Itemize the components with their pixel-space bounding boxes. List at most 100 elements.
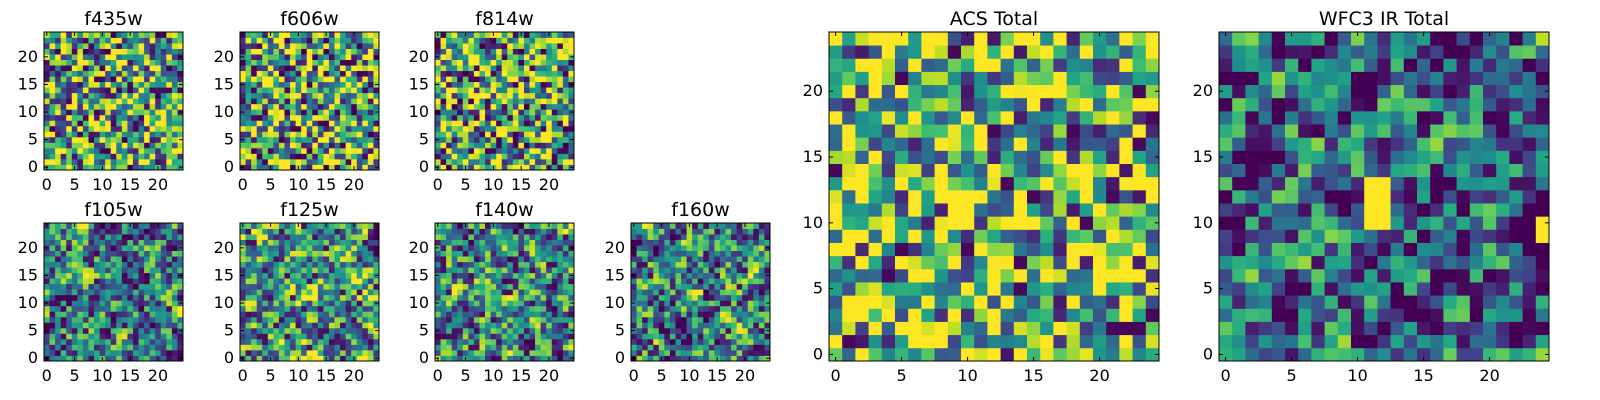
heatmap-cell — [362, 109, 369, 116]
heatmap-cell — [703, 261, 710, 268]
heatmap-cell — [328, 76, 335, 83]
heatmap-cell — [166, 142, 173, 149]
heatmap-cell — [49, 43, 56, 49]
heatmap-cell — [719, 234, 726, 240]
heatmap-cell — [446, 311, 453, 318]
heatmap-cell — [512, 109, 519, 116]
heatmap-cell — [568, 305, 575, 312]
heatmap-cell — [647, 322, 654, 329]
heatmap-cell — [77, 48, 84, 55]
heatmap-cell — [323, 158, 330, 165]
heatmap-cell — [245, 103, 252, 110]
heatmap-cell — [171, 355, 178, 362]
heatmap-cell — [110, 54, 117, 60]
heatmap-cell — [1106, 216, 1120, 230]
heatmap-cell — [144, 261, 151, 268]
heatmap-cell — [149, 37, 156, 44]
heatmap-cell — [490, 81, 497, 88]
heatmap-cell — [501, 125, 508, 132]
heatmap-cell — [121, 103, 128, 110]
heatmap-cell — [961, 282, 975, 296]
heatmap-cell — [468, 250, 475, 257]
heatmap-cell — [631, 256, 637, 263]
heatmap-cell — [127, 114, 134, 121]
heatmap-cell — [77, 338, 84, 345]
heatmap-cell — [171, 103, 178, 110]
heatmap-cell — [77, 256, 84, 263]
heatmap-cell — [562, 338, 569, 345]
heatmap-cell — [658, 267, 665, 274]
heatmap-cell — [373, 305, 380, 312]
heatmap-cell — [529, 338, 536, 345]
heatmap-cell — [284, 256, 291, 263]
heatmap-cell — [149, 294, 156, 301]
heatmap-cell — [94, 250, 100, 257]
heatmap-cell — [1027, 334, 1041, 349]
x-tick-label: 5 — [265, 175, 275, 194]
heatmap-cell — [328, 103, 335, 110]
heatmap-cell — [267, 245, 274, 251]
heatmap-cell — [540, 344, 547, 351]
heatmap-cell — [44, 48, 50, 55]
heatmap-cell — [496, 114, 503, 121]
heatmap-cell — [692, 338, 699, 345]
heatmap-cell — [934, 295, 949, 309]
heatmap-cell — [753, 333, 760, 340]
heatmap-cell — [658, 316, 665, 323]
heatmap-cell — [540, 98, 547, 105]
heatmap-cell — [245, 305, 252, 312]
heatmap-cell — [132, 228, 139, 235]
heatmap-cell — [496, 289, 503, 296]
heatmap-cell — [557, 70, 564, 77]
heatmap-cell — [562, 349, 569, 356]
heatmap-cell — [49, 333, 56, 340]
heatmap-cell — [301, 256, 308, 263]
heatmap-cell — [149, 131, 156, 138]
heatmap-cell — [278, 120, 285, 127]
heatmap-cell — [703, 239, 710, 246]
heatmap-cell — [490, 228, 497, 235]
heatmap-cell — [367, 333, 374, 340]
heatmap-cell — [934, 255, 949, 270]
x-tick-label: 20 — [148, 175, 168, 194]
heatmap-cell — [725, 333, 732, 340]
heatmap-cell — [881, 176, 896, 191]
heatmap-cell — [278, 333, 285, 340]
heatmap-cell — [473, 316, 480, 323]
heatmap-cell — [340, 355, 347, 362]
heatmap-cell — [479, 333, 486, 340]
heatmap-cell — [523, 48, 530, 55]
heatmap-cell — [367, 338, 374, 345]
heatmap-cell — [340, 158, 347, 165]
heatmap-cell — [373, 311, 380, 318]
heatmap-cell — [490, 234, 497, 240]
heatmap-cell — [512, 136, 519, 143]
x-tick-label: 10 — [92, 175, 112, 194]
heatmap-cell — [507, 125, 514, 132]
heatmap-cell — [149, 125, 156, 132]
heatmap-cell — [160, 87, 167, 94]
heatmap-cell — [267, 125, 274, 132]
heatmap-cell — [110, 283, 117, 290]
heatmap-cell — [987, 216, 1001, 230]
heatmap-cell — [77, 120, 84, 127]
heatmap-cell — [562, 32, 569, 38]
heatmap-cell — [523, 311, 530, 318]
heatmap-cell — [457, 59, 464, 66]
heatmap-cell — [166, 256, 173, 263]
heatmap-cell — [171, 223, 178, 229]
heatmap-cell — [251, 98, 258, 105]
heatmap-cell — [535, 294, 542, 301]
heatmap-cell — [490, 65, 497, 72]
heatmap-cell — [312, 278, 319, 285]
heatmap-cell — [251, 327, 258, 334]
heatmap-cell — [562, 136, 569, 143]
heatmap-cell — [457, 349, 464, 356]
heatmap-cell — [562, 223, 569, 229]
heatmap-cell — [144, 228, 151, 235]
heatmap-cell — [367, 98, 374, 105]
heatmap-cell — [540, 300, 547, 307]
heatmap-cell — [1132, 308, 1147, 322]
heatmap-cell — [490, 245, 497, 251]
heatmap-cell — [340, 245, 347, 251]
